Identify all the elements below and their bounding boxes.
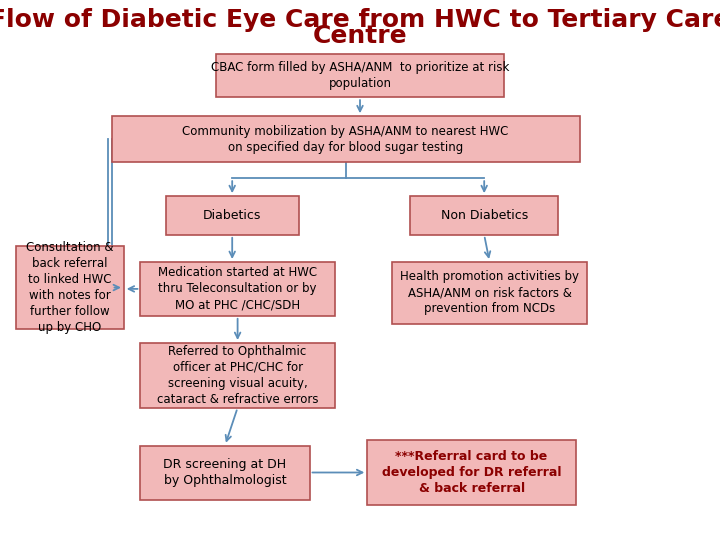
Text: ***Referral card to be
developed for DR referral
& back referral: ***Referral card to be developed for DR … bbox=[382, 450, 562, 495]
Text: Consultation &
back referral
to linked HWC
with notes for
further follow
up by C: Consultation & back referral to linked H… bbox=[26, 241, 114, 334]
FancyBboxPatch shape bbox=[140, 446, 310, 500]
Text: Centre: Centre bbox=[312, 24, 408, 48]
Text: Flow of Diabetic Eye Care from HWC to Tertiary Care: Flow of Diabetic Eye Care from HWC to Te… bbox=[0, 8, 720, 32]
FancyBboxPatch shape bbox=[112, 116, 580, 162]
Text: DR screening at DH
by Ophthalmologist: DR screening at DH by Ophthalmologist bbox=[163, 458, 287, 487]
Text: Community mobilization by ASHA/ANM to nearest HWC
on specified day for blood sug: Community mobilization by ASHA/ANM to ne… bbox=[182, 125, 509, 153]
FancyBboxPatch shape bbox=[410, 196, 558, 235]
Text: Non Diabetics: Non Diabetics bbox=[441, 209, 528, 222]
FancyBboxPatch shape bbox=[166, 196, 299, 235]
FancyBboxPatch shape bbox=[140, 343, 335, 408]
FancyBboxPatch shape bbox=[216, 54, 504, 97]
Text: Health promotion activities by
ASHA/ANM on risk factors &
prevention from NCDs: Health promotion activities by ASHA/ANM … bbox=[400, 271, 579, 315]
FancyBboxPatch shape bbox=[367, 440, 576, 505]
Text: Medication started at HWC
thru Teleconsultation or by
MO at PHC /CHC/SDH: Medication started at HWC thru Teleconsu… bbox=[158, 266, 318, 312]
FancyBboxPatch shape bbox=[140, 262, 335, 316]
Text: CBAC form filled by ASHA/ANM  to prioritize at risk
population: CBAC form filled by ASHA/ANM to prioriti… bbox=[211, 61, 509, 90]
FancyBboxPatch shape bbox=[16, 246, 124, 329]
FancyBboxPatch shape bbox=[392, 262, 587, 324]
Text: Diabetics: Diabetics bbox=[203, 209, 261, 222]
Text: Referred to Ophthalmic
officer at PHC/CHC for
screening visual acuity,
cataract : Referred to Ophthalmic officer at PHC/CH… bbox=[157, 345, 318, 406]
